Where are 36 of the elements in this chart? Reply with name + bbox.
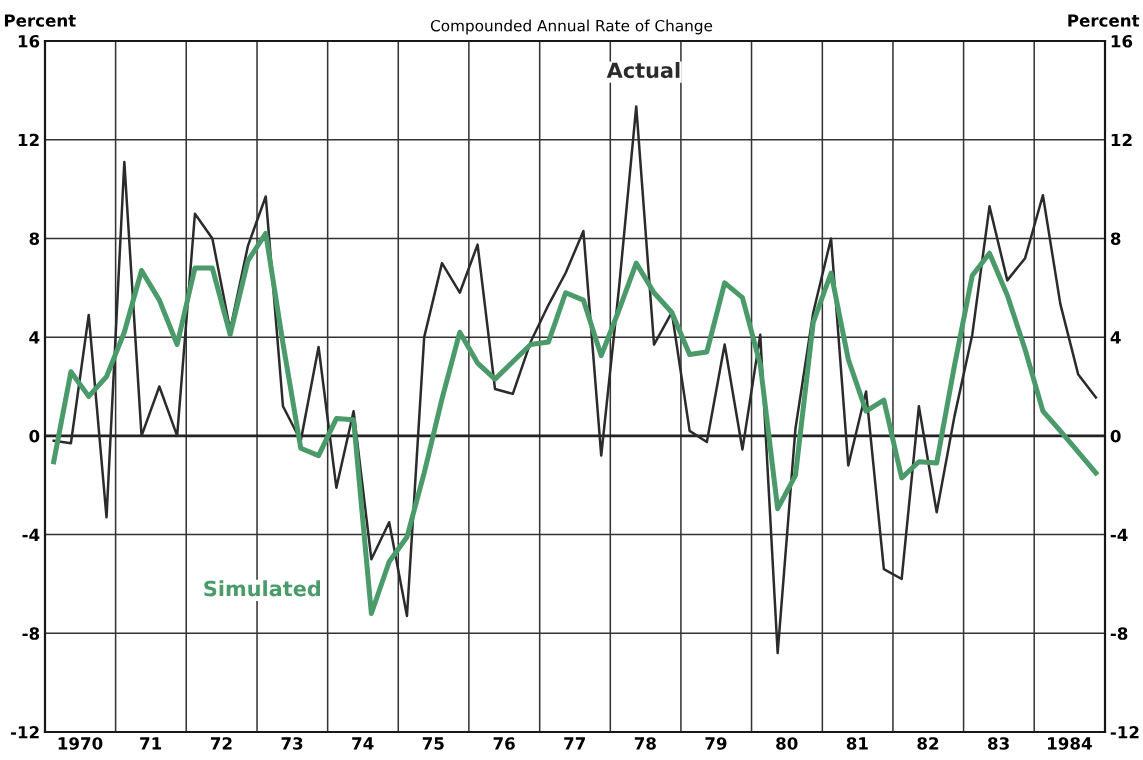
x-tick-label: 78 xyxy=(634,737,656,750)
x-tick-label: 1970 xyxy=(58,737,103,750)
y2-tick-label: 16 xyxy=(1111,34,1133,48)
y2-tick-label: -4 xyxy=(1110,528,1128,541)
x-tick-label: 73 xyxy=(281,737,303,750)
y-tick-label: 8 xyxy=(29,232,40,245)
y-tick-label: -12 xyxy=(10,725,39,739)
annotation: Simulated xyxy=(204,580,320,597)
x-tick-label: 79 xyxy=(705,737,727,750)
y-tick-label: 4 xyxy=(29,331,40,344)
x-tick-label: 77 xyxy=(564,737,585,750)
x-tick-label: 81 xyxy=(846,737,868,750)
y2-tick-label: 0 xyxy=(1110,429,1121,443)
y2-tick-label: 8 xyxy=(1110,232,1121,245)
y2-tick-label: 4 xyxy=(1110,331,1121,344)
y-tick-label: 0 xyxy=(29,429,40,443)
x-tick-label: 74 xyxy=(352,737,374,750)
y2-tick-label: 12 xyxy=(1111,133,1132,147)
y-tick-label: -4 xyxy=(22,528,40,541)
chart-subtitle: Compounded Annual Rate of Change xyxy=(430,19,713,35)
y-tick-label: 16 xyxy=(18,34,40,48)
y2-tick-label: -8 xyxy=(1110,627,1128,640)
x-tick-label: 71 xyxy=(140,737,162,750)
x-tick-label: 83 xyxy=(988,737,1009,750)
y-tick-label: 12 xyxy=(18,133,39,147)
x-tick-label: 72 xyxy=(210,737,232,750)
x-tick-label: 80 xyxy=(776,737,798,750)
x-tick-label: 1984 xyxy=(1048,737,1092,750)
y2-tick-label: -12 xyxy=(1110,725,1139,739)
y-axis-title: Percent xyxy=(4,14,76,27)
x-tick-label: 76 xyxy=(493,737,515,750)
x-tick-label: 75 xyxy=(422,737,444,750)
x-tick-label: 82 xyxy=(917,737,939,750)
annotation: Actual xyxy=(606,62,680,79)
y2-axis-title: Percent xyxy=(1068,14,1140,27)
y-tick-label: -8 xyxy=(22,627,40,640)
